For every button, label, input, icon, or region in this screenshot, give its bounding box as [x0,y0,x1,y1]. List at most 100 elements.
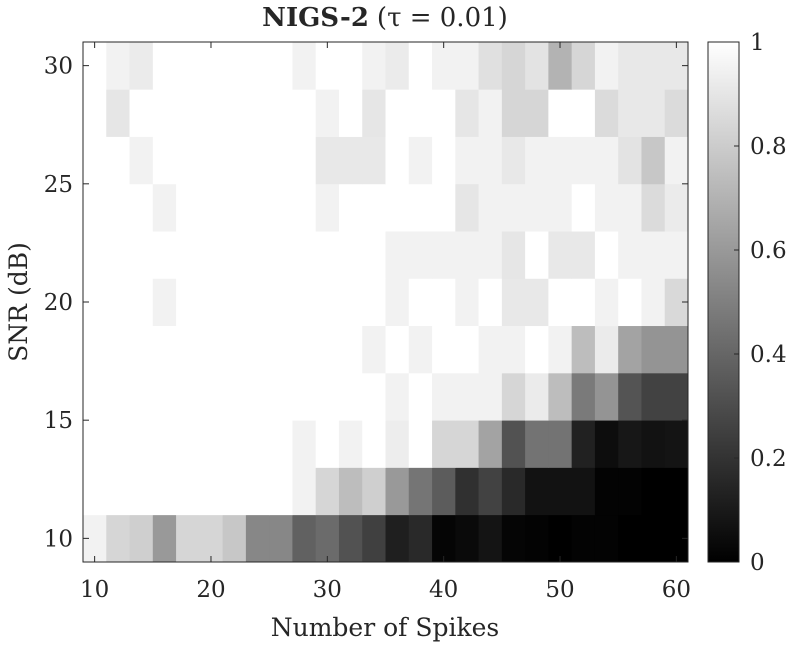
heatmap-cell [245,278,270,327]
heatmap-cell [478,89,503,137]
heatmap-cell [199,420,224,468]
heatmap-cell [106,136,130,185]
heatmap-cell [385,183,410,232]
heatmap-cell [292,183,317,232]
heatmap-cell [269,372,293,421]
heatmap-cell [664,420,689,468]
heatmap-cell [478,325,503,374]
heatmap-cell [455,467,479,516]
heatmap-cell [455,89,479,137]
heatmap-cell [548,467,573,516]
heatmap-cell [385,325,410,374]
heatmap-cell [176,514,200,563]
heatmap-cell [338,89,363,137]
heatmap-cell [199,372,224,421]
heatmap-cell [548,136,573,185]
heatmap-cell [176,278,200,327]
heatmap-cell [455,372,479,421]
heatmap-cell [338,420,363,468]
heatmap-cell [455,278,479,327]
y-axis-label: SNR (dB) [4,242,33,362]
heatmap-cell [292,231,317,279]
heatmap-cell [315,183,340,232]
heatmap-cell [478,467,503,516]
heatmap-cell [292,278,317,327]
heatmap-cell [501,89,526,137]
heatmap-cell [594,231,619,279]
heatmap-cell [478,231,503,279]
heatmap-cell [525,325,549,374]
heatmap-cell [338,325,363,374]
heatmap-cell [385,136,410,185]
heatmap-cell [245,325,270,374]
heatmap-cell [269,136,293,185]
heatmap-cell [408,136,433,185]
heatmap-cell [199,325,224,374]
heatmap-cell [571,231,596,279]
heatmap-cell [455,514,479,563]
heatmap-cell [525,467,549,516]
heatmap-cell [548,278,573,327]
heatmap-cell [432,514,456,563]
heatmap-cell [152,278,177,327]
heatmap-cell [222,231,247,279]
y-axis-ticks: 10 15 20 25 30 [44,54,688,552]
heatmap-cell [338,42,363,90]
heatmap-cell [501,183,526,232]
heatmap-cell [362,467,386,516]
heatmap-cell [106,89,130,137]
heatmap-cell [245,89,270,137]
heatmap-cell [478,136,503,185]
heatmap-cell [548,325,573,374]
heatmap-cell [83,325,107,374]
heatmap-cell [641,420,666,468]
heatmap-cell [362,372,386,421]
heatmap-cell [199,278,224,327]
heatmap-cell [525,183,549,232]
heatmap-cell [641,514,666,563]
heatmap-cell [408,278,433,327]
y-tick-label: 10 [44,526,73,552]
heatmap-cell [176,372,200,421]
heatmap-cell [525,42,549,90]
heatmap-cell [106,372,130,421]
heatmap-cell [432,467,456,516]
heatmap-cell [269,420,293,468]
heatmap-cell [199,467,224,516]
chart-title-bold: NIGS-2 [262,3,369,33]
heatmap-cell [269,278,293,327]
colorbar-tick-label: 0.2 [750,446,786,472]
heatmap-cell [525,136,549,185]
heatmap-cell [199,42,224,90]
heatmap-cell [269,467,293,516]
heatmap-cell [338,372,363,421]
heatmap-cell [129,136,154,185]
heatmap-cell [129,420,154,468]
heatmap-cell [129,325,154,374]
heatmap-cell [106,231,130,279]
heatmap-cell [222,183,247,232]
heatmap-cell [152,325,177,374]
heatmap-cell [362,420,386,468]
chart-title: NIGS-2 (τ = 0.01) [262,3,508,33]
heatmap-cell [664,183,689,232]
heatmap-cell [478,278,503,327]
heatmap-cell [664,514,689,563]
heatmap-cell [641,42,666,90]
y-tick-label: 20 [44,290,73,316]
heatmap-cell [176,325,200,374]
heatmap-cell [571,136,596,185]
heatmap-cell [362,136,386,185]
heatmap-cell [432,89,456,137]
heatmap-cell [83,231,107,279]
heatmap-cell [106,42,130,90]
heatmap-cell [362,278,386,327]
heatmap-cell [292,89,317,137]
heatmap-cell [432,372,456,421]
heatmap-cell [664,278,689,327]
heatmap-cell [152,42,177,90]
heatmap-cell [385,420,410,468]
heatmap-cell [176,136,200,185]
heatmap-cell [269,325,293,374]
